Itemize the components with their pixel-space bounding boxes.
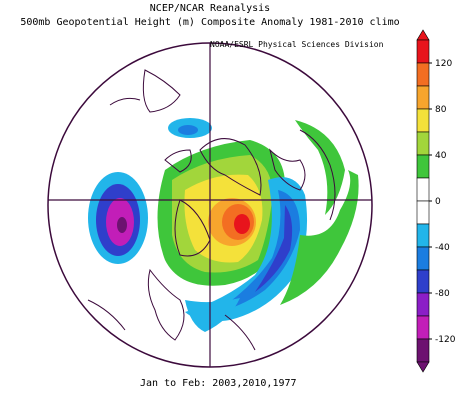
positive-core xyxy=(234,214,250,234)
colorbar-tick-label: 40 xyxy=(435,151,447,161)
credit-label: NOAA/ESRL Physical Sciences Division xyxy=(210,40,384,49)
colorbar-tick-label: 0 xyxy=(435,197,441,207)
colorbar-segment xyxy=(416,338,430,363)
east-positive-arc xyxy=(295,120,345,215)
atlantic-neg-inner xyxy=(255,205,293,292)
coastlines xyxy=(87,69,336,351)
colorbar-tick-label: -120 xyxy=(435,335,456,345)
map-subtitle: 500mb Geopotential Height (m) Composite … xyxy=(20,17,400,28)
south-positive-arc xyxy=(280,170,359,305)
colorbar-top-arrow xyxy=(416,29,430,41)
colorbar-segment xyxy=(416,223,430,248)
atlantic-neg-outer xyxy=(185,177,308,322)
colorbar-bottom-arrow xyxy=(416,361,430,373)
colorbar-segment xyxy=(416,39,430,64)
colorbar-segment xyxy=(416,246,430,271)
colorbar-segment xyxy=(416,269,430,294)
map-title: NCEP/NCAR Reanalysis xyxy=(149,3,271,14)
colorbar-tick-label: -80 xyxy=(435,289,450,299)
colorbar-segment xyxy=(416,131,430,156)
colorbar-segment xyxy=(416,177,430,202)
colorbar-tick-label: 120 xyxy=(435,59,452,69)
southern-neg xyxy=(185,298,240,332)
colorbar-segment xyxy=(416,85,430,110)
colorbar-segment xyxy=(416,108,430,133)
colorbar-segment xyxy=(416,200,430,225)
colorbar-segment xyxy=(416,292,430,317)
date-range-label: Jan to Feb: 2003,2010,1977 xyxy=(140,378,297,389)
pacific-low-core xyxy=(117,217,127,233)
colorbar-tick-label: 80 xyxy=(435,105,447,115)
north-blob-core xyxy=(178,125,198,135)
colorbar-segment xyxy=(416,315,430,340)
colorbar-segment xyxy=(416,62,430,87)
colorbar-tick-label: -40 xyxy=(435,243,450,253)
colorbar-segment xyxy=(416,154,430,179)
